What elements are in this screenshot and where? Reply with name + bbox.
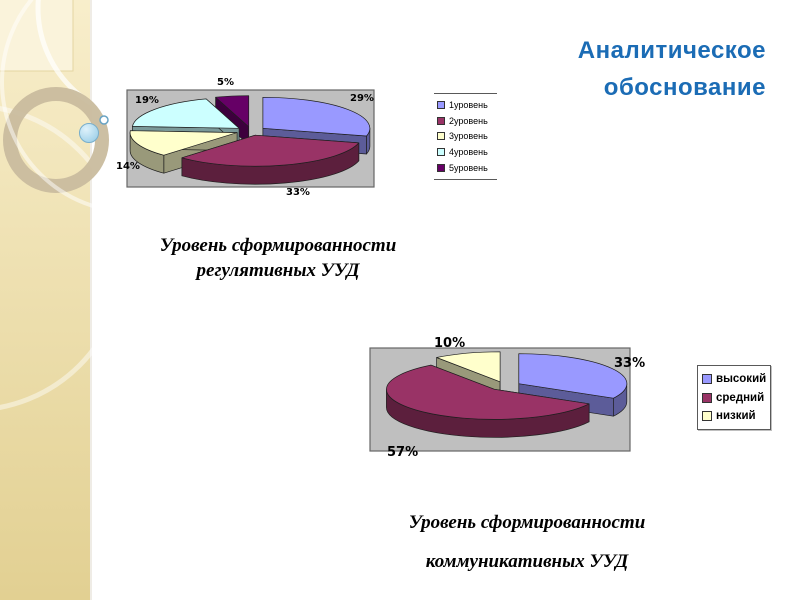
pie-slice xyxy=(436,351,501,383)
legend-label: 1уровень xyxy=(449,99,488,110)
pie-chart-canvas xyxy=(126,89,375,188)
pie-slice xyxy=(215,95,250,128)
data-label: 10% xyxy=(434,336,466,351)
band-ring-arc-1 xyxy=(35,0,120,119)
legend-item: низкий xyxy=(702,410,770,422)
data-label: 33% xyxy=(286,187,310,198)
pie-slice xyxy=(518,353,628,399)
caption-line: Уровень сформированности xyxy=(408,512,646,533)
legend-label: 5уровень xyxy=(449,163,488,174)
pie-slice xyxy=(386,364,590,420)
slide-title-line2: обоснование xyxy=(603,74,766,102)
legend-item: средний xyxy=(702,392,770,404)
legend-label: средний xyxy=(716,391,765,404)
slide-title-line1: Аналитическое xyxy=(577,37,766,65)
legend-swatch xyxy=(437,116,445,125)
chart-legend-regulative: 1уровень 2уровень 3уровень 4уровень 5уровень xyxy=(434,93,497,180)
decorative-side-band xyxy=(0,0,120,600)
caption-line: Уровень сформированности xyxy=(159,235,397,256)
legend-swatch xyxy=(437,164,445,173)
caption-line: коммуникативных УУД xyxy=(425,551,629,572)
legend-swatch xyxy=(702,411,712,422)
legend-swatch xyxy=(437,132,445,141)
data-label: 19% xyxy=(135,95,159,106)
pie-chart-regulative-uud: 29% 33% 14% 19% 5% xyxy=(115,66,387,206)
pie-slice xyxy=(129,130,238,156)
legend-swatch xyxy=(437,148,445,157)
legend-label: 3уровень xyxy=(449,131,488,142)
legend-item: 1уровень xyxy=(437,100,497,110)
chart-legend-communicative: высокий средний низкий xyxy=(697,365,771,430)
legend-swatch xyxy=(702,392,712,403)
legend-label: 2уровень xyxy=(449,115,488,126)
pie-chart-canvas xyxy=(369,347,631,452)
blue-bubble-icon xyxy=(79,123,99,143)
legend-item: 5уровень xyxy=(437,163,497,173)
legend-swatch xyxy=(702,373,712,384)
chart-caption-regulative: Уровень сформированности регулятивных УУ… xyxy=(128,233,428,283)
pie-slice xyxy=(181,134,360,167)
pie-slice xyxy=(262,96,371,137)
data-label: 29% xyxy=(350,93,374,104)
legend-label: низкий xyxy=(716,410,756,423)
legend-label: высокий xyxy=(716,372,767,385)
legend-item: 4уровень xyxy=(437,147,497,157)
chart-caption-communicative: Уровень сформированности коммуникативных… xyxy=(377,503,677,581)
band-shadow-edge xyxy=(90,0,92,600)
small-ring-icon xyxy=(99,115,109,125)
data-label: 14% xyxy=(116,161,140,172)
caption-line: регулятивных УУД xyxy=(196,260,360,281)
data-label: 33% xyxy=(614,356,646,371)
legend-item: 3уровень xyxy=(437,131,497,141)
pie-slice xyxy=(132,98,240,129)
slide-title: Аналитическое обоснование xyxy=(420,32,766,106)
legend-item: высокий xyxy=(702,373,770,385)
band-ring-arc-3 xyxy=(0,0,120,214)
pie-chart-communicative-uud: 33% 57% 10% xyxy=(358,328,658,470)
data-label: 57% xyxy=(387,445,419,460)
legend-item: 2уровень xyxy=(437,116,497,126)
legend-swatch xyxy=(437,100,445,109)
legend-label: 4уровень xyxy=(449,147,488,158)
data-label: 5% xyxy=(217,77,234,88)
